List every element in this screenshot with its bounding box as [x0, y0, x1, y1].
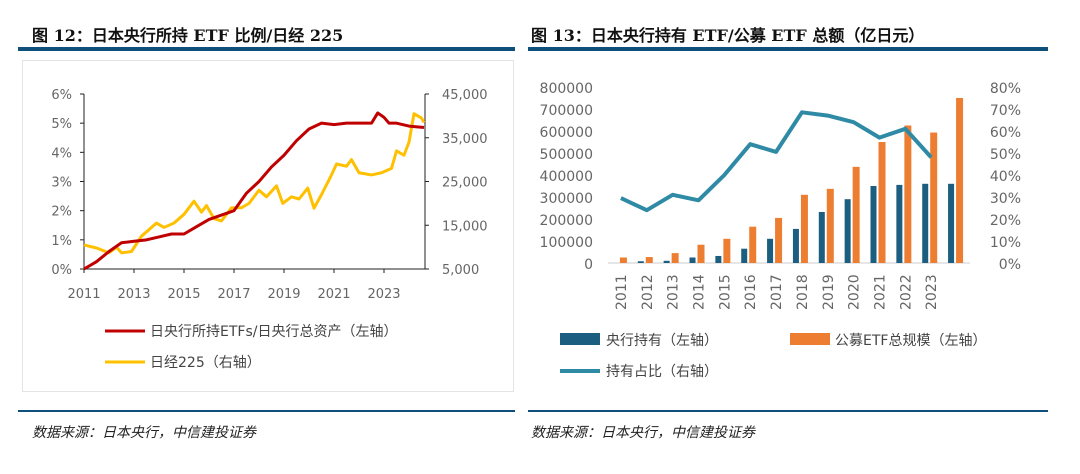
x-tick-label: 2022 — [898, 274, 914, 310]
bar-boj-holding — [792, 228, 799, 263]
legend-label: 央行持有（左轴） — [606, 333, 718, 349]
bar-etf-total — [775, 217, 783, 263]
bar-etf-total — [619, 257, 627, 263]
y-left-tick-label: 6% — [51, 88, 72, 103]
y-right-tick-label: 5,000 — [442, 263, 479, 278]
x-tick-label: 2015 — [167, 287, 200, 302]
y-right-tick-label: 10% — [990, 235, 1021, 251]
y-right-tick-label: 50% — [990, 147, 1021, 163]
bar-boj-holding — [870, 186, 877, 263]
bar-boj-holding — [715, 255, 722, 263]
bar-boj-holding — [637, 261, 644, 263]
x-tick-label: 2013 — [117, 287, 150, 302]
left-source: 数据来源：日本央行，中信建投证券 — [32, 425, 256, 441]
legend-swatch — [790, 333, 830, 345]
y-left-tick-label: 0% — [51, 263, 72, 278]
right-footer-line — [528, 410, 1048, 412]
y-right-tick-label: 30% — [990, 191, 1021, 207]
y-left-tick-label: 600000 — [540, 125, 593, 141]
y-right-tick-label: 70% — [990, 103, 1021, 119]
x-tick-label: 2012 — [640, 274, 656, 310]
y-left-tick-label: 100000 — [540, 235, 593, 251]
y-right-tick-label: 15,000 — [442, 219, 488, 234]
series-line-nikkei225 — [83, 112, 426, 255]
bar-etf-total — [904, 125, 912, 263]
series-line-holding-ratio — [620, 110, 933, 213]
x-tick-label: 2023 — [367, 287, 400, 302]
legend-label: 公募ETF总规模（左轴） — [835, 333, 986, 349]
x-tick-label: 2015 — [717, 274, 733, 310]
x-tick-label: 2016 — [743, 274, 759, 310]
x-tick-label: 2014 — [692, 274, 708, 310]
bar-etf-total — [671, 253, 679, 263]
bar-etf-total — [852, 166, 860, 263]
y-right-tick-label: 35,000 — [442, 132, 488, 147]
y-left-tick-label: 200000 — [540, 213, 593, 229]
bar-boj-holding — [767, 238, 774, 263]
bar-boj-holding — [896, 184, 903, 263]
x-tick-label: 2021 — [317, 287, 350, 302]
legend-label: 日经225（右轴） — [150, 355, 261, 371]
bar-boj-holding — [948, 183, 955, 263]
y-right-tick-label: 80% — [990, 81, 1021, 97]
bar-etf-total — [878, 142, 886, 263]
y-left-tick-label: 2% — [51, 205, 72, 220]
left-chart-frame — [22, 60, 514, 392]
bar-etf-total — [800, 194, 808, 263]
y-left-tick-label: 4% — [51, 146, 72, 161]
right-chart-title: 图 13：日本央行持有 ETF/公募 ETF 总额（亿日元） — [531, 26, 925, 45]
x-tick-label: 2019 — [821, 274, 837, 310]
y-left-tick-label: 400000 — [540, 169, 593, 185]
series-line-etf-ratio — [83, 111, 425, 271]
bar-etf-total — [930, 132, 938, 263]
x-tick-label: 2017 — [217, 287, 250, 302]
legend-label: 持有占比（右轴） — [606, 364, 718, 380]
bar-etf-total — [749, 226, 757, 263]
x-tick-label: 2021 — [873, 274, 889, 310]
y-left-tick-label: 700000 — [540, 103, 593, 119]
x-tick-label: 2011 — [67, 287, 100, 302]
x-tick-label: 2018 — [795, 274, 811, 310]
y-right-tick-label: 40% — [990, 169, 1021, 185]
y-left-tick-label: 300000 — [540, 191, 593, 207]
y-left-tick-label: 3% — [51, 176, 72, 191]
bar-boj-holding — [663, 260, 670, 263]
bar-boj-holding — [818, 211, 825, 263]
y-left-tick-label: 5% — [51, 117, 72, 132]
bar-etf-total — [697, 244, 705, 263]
legend-swatch — [560, 333, 600, 345]
x-tick-label: 2023 — [924, 274, 940, 310]
bar-etf-total — [723, 238, 731, 263]
left-title-underline — [18, 47, 515, 51]
left-footer-line — [18, 410, 515, 412]
y-right-tick-label: 25,000 — [442, 176, 488, 191]
y-right-tick-label: 45,000 — [442, 88, 488, 103]
x-tick-label: 2019 — [267, 287, 300, 302]
y-left-tick-label: 0 — [584, 257, 593, 273]
x-tick-label: 2011 — [614, 274, 630, 310]
bar-etf-total — [645, 257, 653, 263]
y-right-tick-label: 20% — [990, 213, 1021, 229]
bar-etf-total — [956, 98, 964, 263]
y-right-tick-label: 60% — [990, 125, 1021, 141]
y-left-tick-label: 800000 — [540, 81, 593, 97]
x-tick-label: 2017 — [769, 274, 785, 310]
bar-boj-holding — [844, 199, 851, 263]
right-title-underline — [528, 47, 1048, 51]
bar-boj-holding — [741, 248, 748, 263]
y-right-tick-label: 0% — [999, 257, 1021, 273]
bar-boj-holding — [922, 183, 929, 263]
y-left-tick-label: 1% — [51, 234, 72, 249]
x-tick-label: 2013 — [666, 274, 682, 310]
legend-label: 日央行所持ETFs/日央行总资产（左轴） — [150, 324, 397, 340]
right-source: 数据来源：日本央行，中信建投证券 — [531, 425, 755, 441]
left-chart-title: 图 12：日本央行所持 ETF 比例/日经 225 — [32, 26, 344, 45]
y-left-tick-label: 500000 — [540, 147, 593, 163]
x-tick-label: 2020 — [847, 274, 863, 310]
bar-boj-holding — [689, 257, 696, 263]
bar-etf-total — [826, 188, 834, 263]
